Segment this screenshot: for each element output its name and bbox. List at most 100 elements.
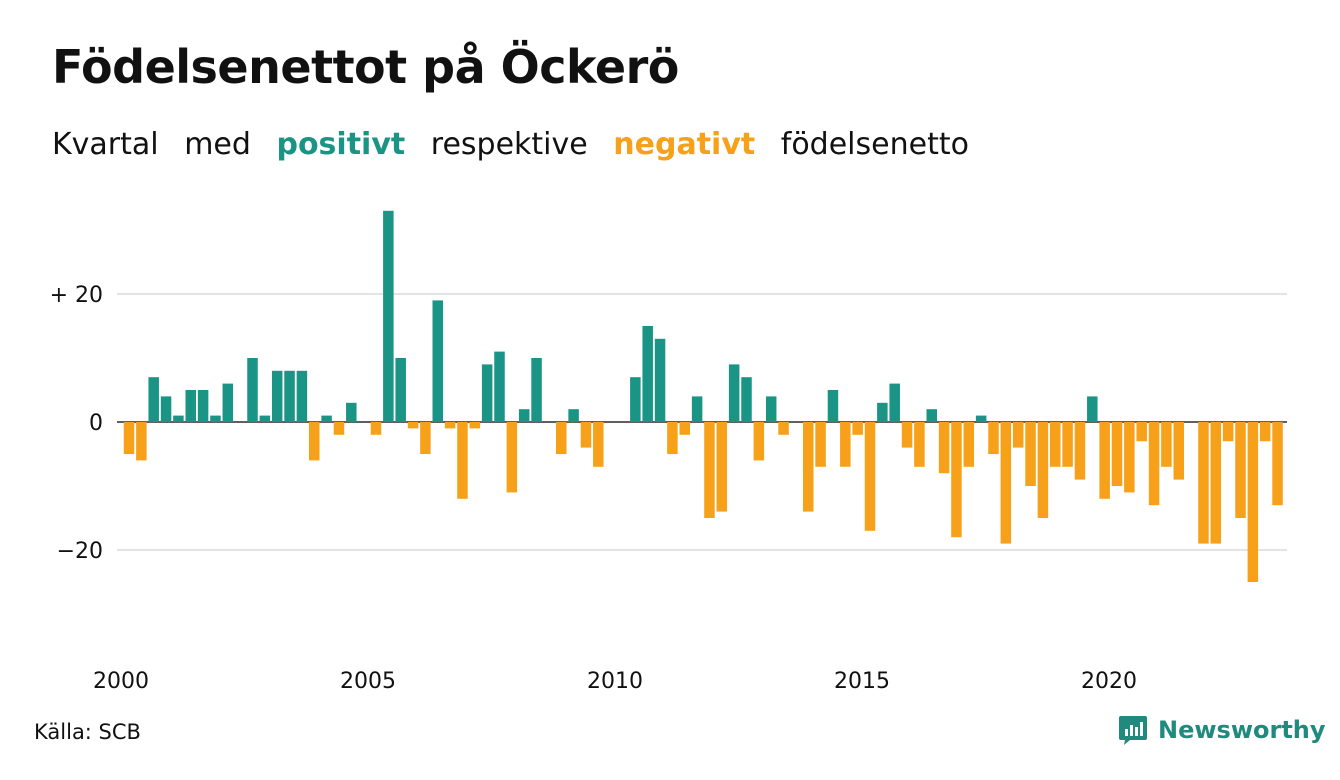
bar-positive: [728, 364, 740, 422]
bar-negative: [667, 422, 678, 454]
bar-negative: [1259, 422, 1271, 442]
bar-positive: [494, 351, 505, 422]
bar-positive: [148, 377, 159, 422]
bar-negative: [914, 422, 925, 467]
bar-negative: [815, 422, 826, 467]
bar-negative: [136, 422, 147, 461]
bar-negative: [753, 422, 765, 461]
bar-negative: [506, 422, 518, 493]
bar-negative: [1210, 422, 1222, 544]
newsworthy-logo-icon: [1119, 716, 1147, 745]
brand-logo: Newsworthy: [1118, 714, 1326, 746]
bar-negative: [1099, 422, 1110, 499]
bar-negative: [333, 422, 345, 435]
bar-negative: [951, 422, 962, 538]
bar-negative: [593, 422, 604, 467]
bar-positive: [197, 390, 209, 422]
bar-positive: [284, 370, 295, 422]
bar-negative: [469, 422, 481, 429]
bar-positive: [827, 390, 839, 422]
x-tick-label: 2010: [587, 669, 643, 694]
bar-negative: [457, 422, 468, 499]
bar-negative: [1247, 422, 1259, 582]
bar-positive: [321, 415, 332, 422]
bar-negative: [1198, 422, 1209, 544]
bar-positive: [271, 370, 283, 422]
bar-positive: [210, 415, 221, 422]
axis-labels: + 20 0 −20 2000 2005 2010 2015 2020: [50, 283, 1137, 694]
chart-subtitle: Kvartal med positivt respektive negativt…: [52, 127, 985, 162]
bar-negative: [444, 422, 456, 429]
bar-positive: [185, 390, 196, 422]
bar-positive: [568, 409, 579, 422]
bar-negative: [420, 422, 431, 454]
x-tick-label: 2000: [93, 669, 149, 694]
bar-negative: [123, 422, 135, 454]
bar-negative: [556, 422, 567, 454]
bar-positive: [889, 383, 900, 422]
bar-negative: [1148, 422, 1160, 506]
bar-positive: [741, 377, 752, 422]
bar-positive: [630, 377, 641, 422]
bar-positive: [222, 383, 234, 422]
bar-negative: [1161, 422, 1172, 467]
source-note: Källa: SCB: [34, 720, 141, 744]
bar-negative: [1000, 422, 1012, 544]
bar-negative: [803, 422, 814, 512]
bar-positive: [160, 396, 172, 422]
x-tick-label: 2015: [834, 669, 890, 694]
bar-positive: [531, 358, 542, 422]
bar-negative: [1272, 422, 1283, 506]
y-tick-label: −20: [57, 539, 103, 564]
brand-name: Newsworthy: [1158, 716, 1326, 744]
bar-positive: [975, 415, 987, 422]
bar-negative: [1235, 422, 1246, 518]
bar-positive: [691, 396, 703, 422]
bar-negative: [1124, 422, 1135, 493]
bar-positive: [432, 300, 443, 422]
subtitle-word: respektive: [430, 127, 588, 162]
bar-negative: [1062, 422, 1073, 467]
bar-negative: [407, 422, 419, 429]
subtitle-word: födelsenetto: [780, 127, 969, 162]
bar-positive: [765, 396, 777, 422]
bar-positive: [296, 370, 308, 422]
bar-negative: [1050, 422, 1061, 467]
bar-negative: [988, 422, 999, 454]
bar-negative: [1111, 422, 1123, 486]
y-tick-label: 0: [89, 411, 103, 436]
bar-negative: [901, 422, 913, 448]
bar-negative: [938, 422, 950, 474]
bar-negative: [679, 422, 690, 435]
y-tick-label: + 20: [50, 283, 103, 308]
x-tick-label: 2020: [1081, 669, 1137, 694]
bar-negative: [1025, 422, 1036, 486]
bar-negative: [704, 422, 715, 518]
bar-positive: [259, 415, 271, 422]
bar-positive: [247, 358, 258, 422]
bar-negative: [852, 422, 863, 435]
bar-negative: [864, 422, 876, 531]
bar-positive: [395, 358, 406, 422]
bar-positive: [173, 415, 184, 422]
chart-title: Födelsenettot på Öckerö: [52, 40, 679, 94]
bar-negative: [840, 422, 851, 467]
bar-negative: [716, 422, 728, 512]
legend-positive-label: positivt: [276, 127, 406, 162]
bar-positive: [642, 326, 653, 422]
bar-positive: [926, 409, 937, 422]
subtitle-word: med: [184, 127, 251, 162]
subtitle-word: Kvartal: [52, 127, 159, 162]
bar-negative: [370, 422, 382, 435]
legend-negative-label: negativt: [613, 127, 756, 162]
bar-positive: [518, 409, 530, 422]
bar-positive: [877, 402, 888, 422]
bar-negative: [778, 422, 789, 435]
bars: [123, 210, 1283, 582]
bar-positive: [481, 364, 493, 422]
bar-negative: [1222, 422, 1234, 442]
bar-positive: [654, 338, 666, 422]
bar-negative: [1136, 422, 1147, 442]
bar-positive: [383, 210, 394, 422]
x-tick-label: 2005: [340, 669, 396, 694]
